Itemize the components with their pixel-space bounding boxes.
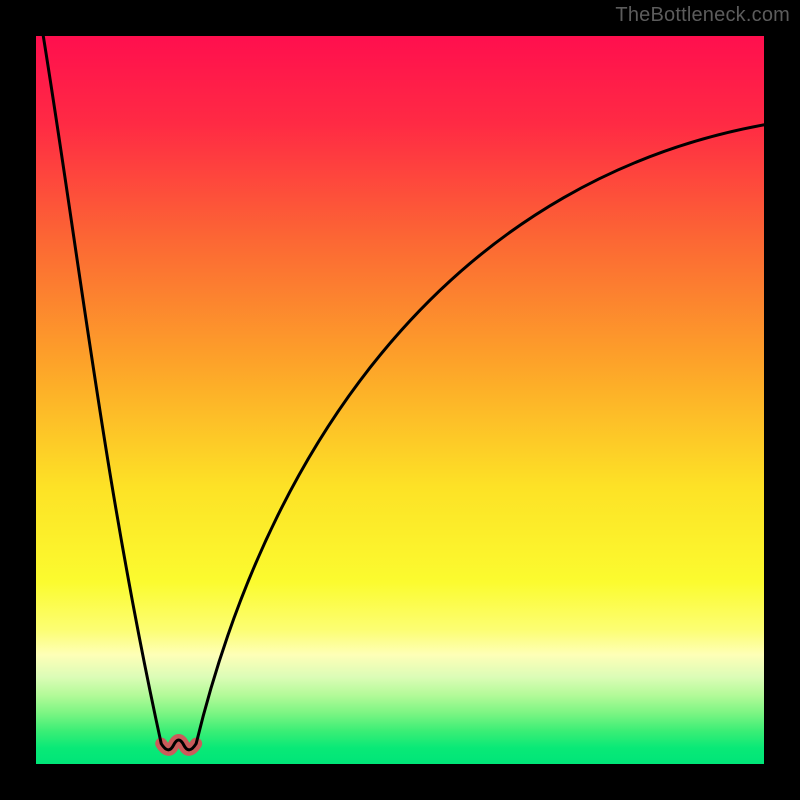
- watermark-text: TheBottleneck.com: [615, 4, 790, 27]
- plot-svg: [36, 36, 764, 764]
- plot-background: [36, 36, 764, 764]
- figure-container: TheBottleneck.com: [0, 0, 800, 800]
- plot-area: [36, 36, 764, 764]
